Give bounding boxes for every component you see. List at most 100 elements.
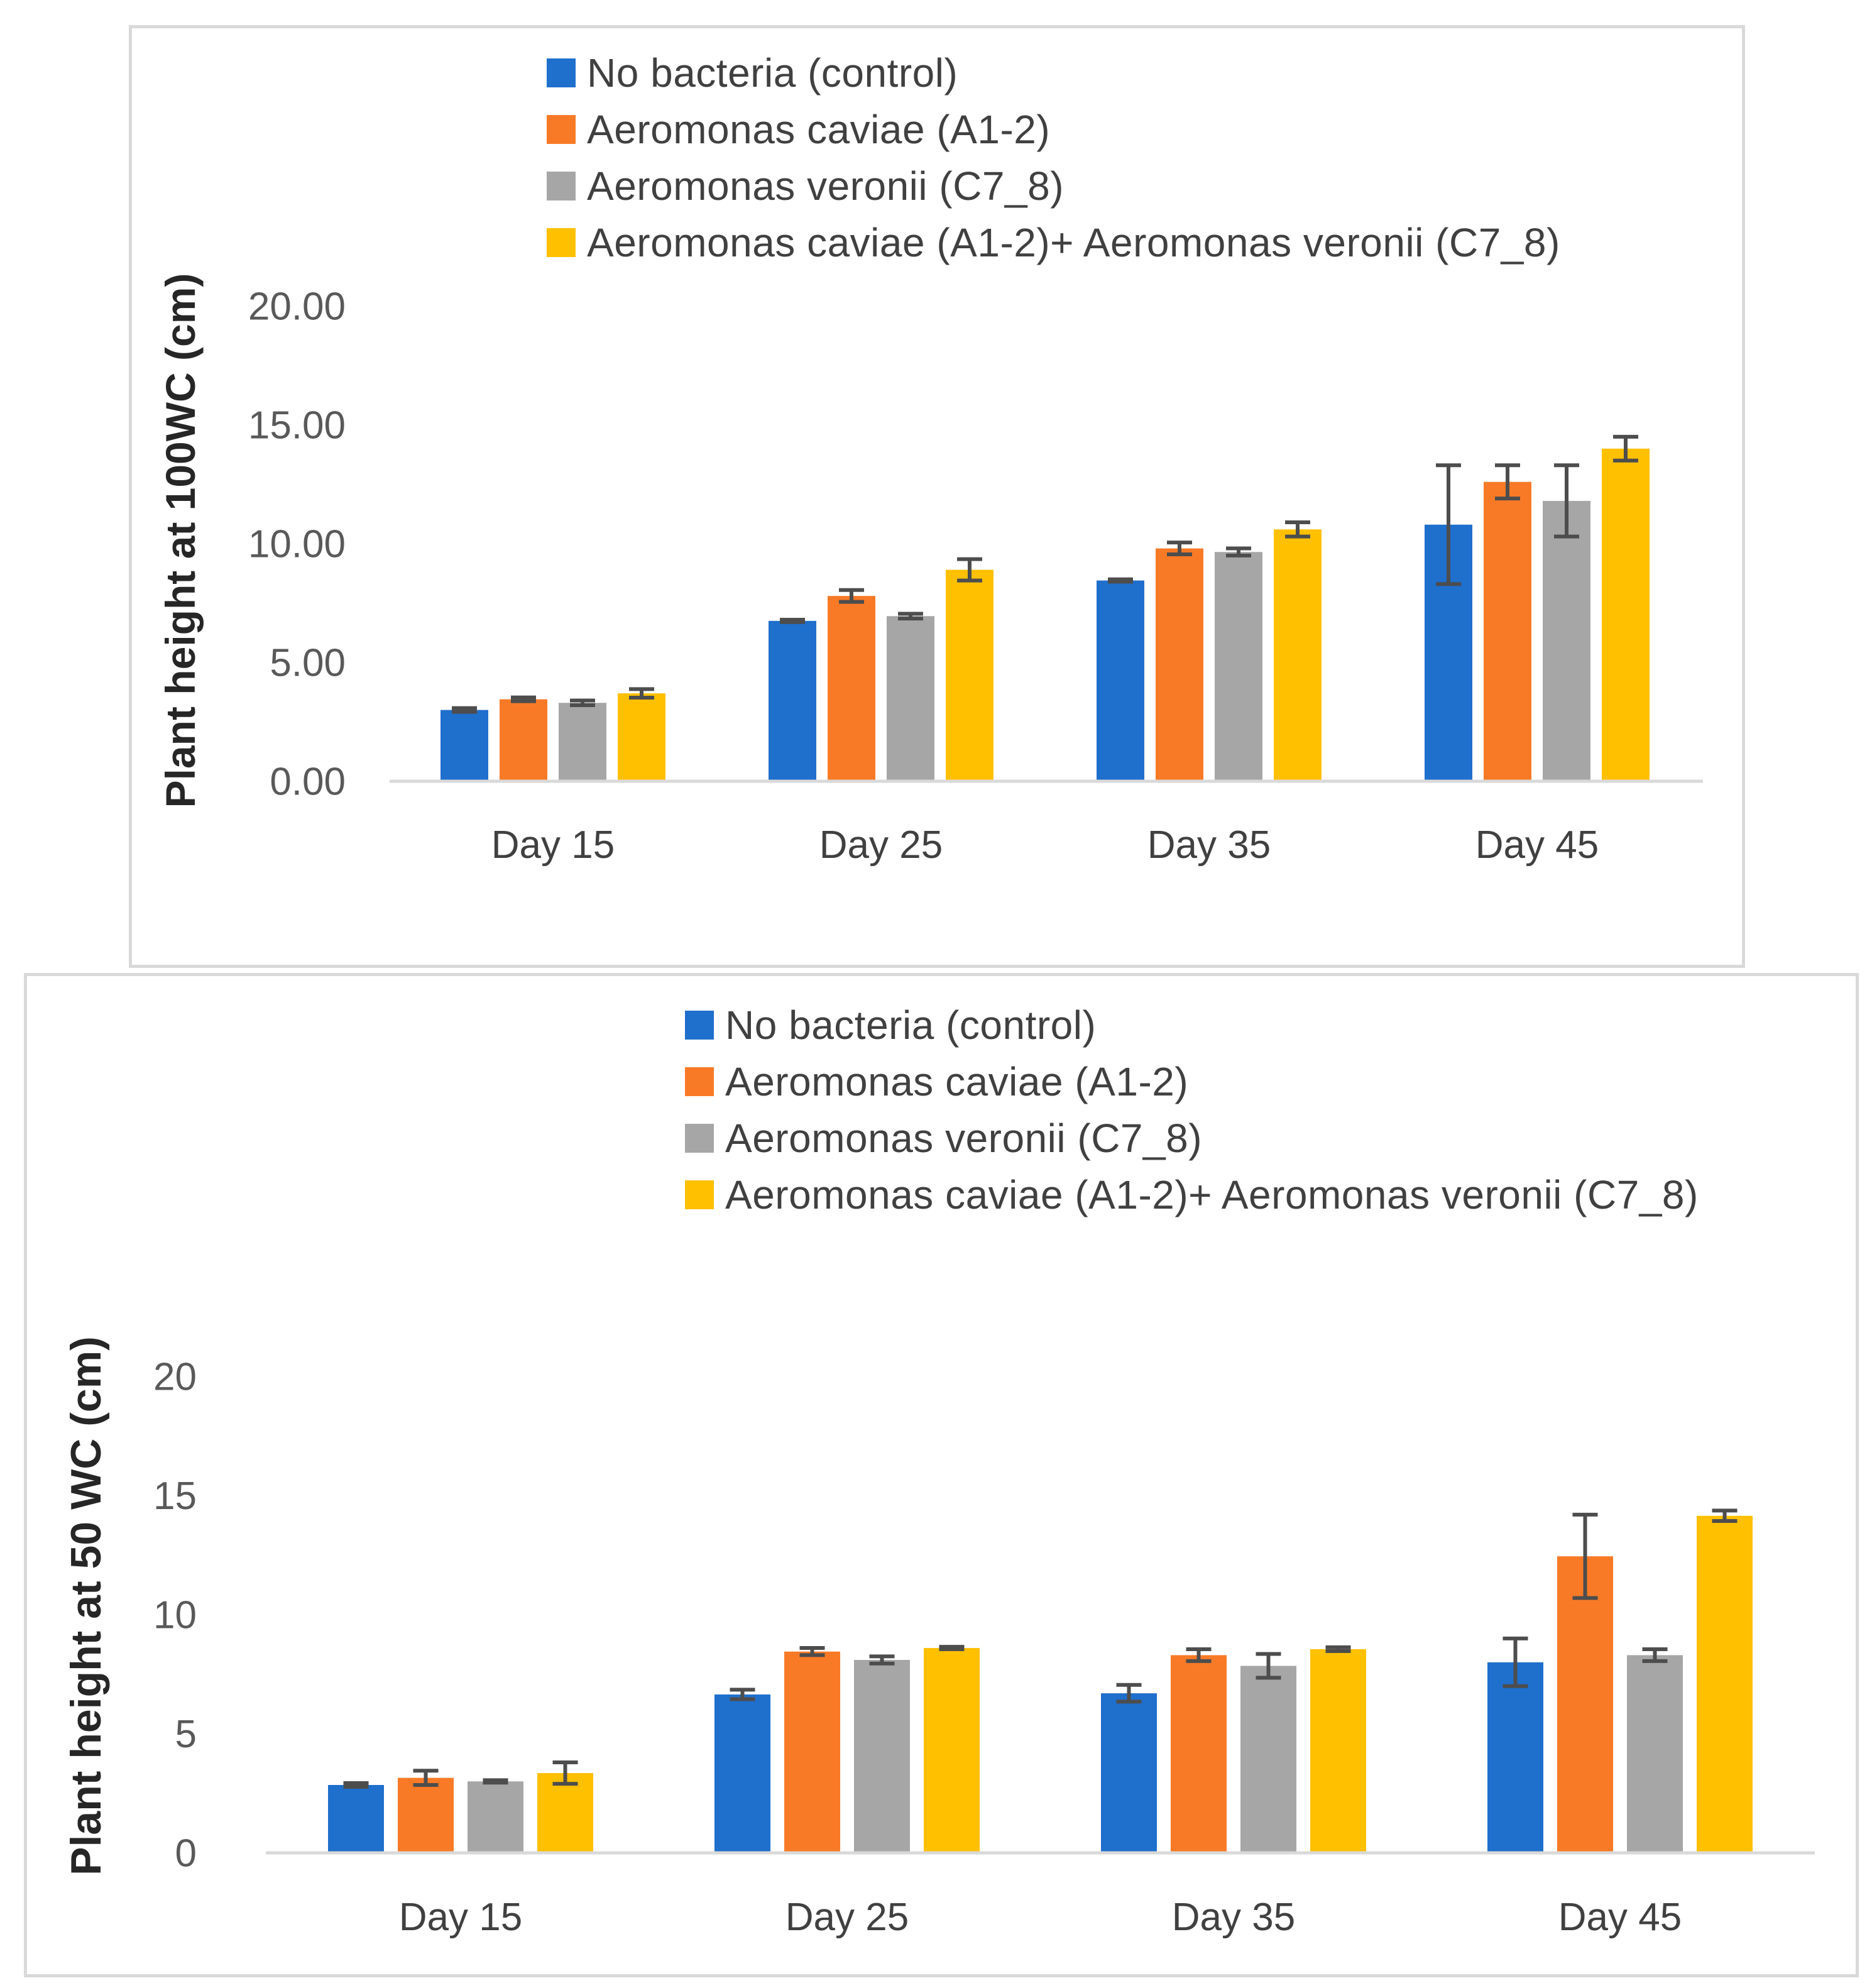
legend: No bacteria (control) Aeromonas caviae (… <box>547 45 1560 271</box>
error-bar <box>483 1778 508 1785</box>
error-bar <box>1116 1683 1142 1704</box>
bar-day-25-series-2 <box>828 596 875 781</box>
legend-label: Aeromonas caviae (A1-2) <box>587 107 1051 152</box>
legend-swatch-orange <box>547 115 576 144</box>
error-bar <box>511 695 536 703</box>
error-bar <box>839 588 864 604</box>
y-axis-title: Plant height at 100WC (cm) <box>157 273 204 808</box>
bar-day-45-series-2 <box>1484 481 1531 781</box>
error-bar <box>1436 463 1461 586</box>
bar-day-35-series-3 <box>1215 552 1262 781</box>
error-bar <box>939 1645 965 1651</box>
y-tick-label: 5.00 <box>270 642 346 685</box>
error-bar <box>1495 463 1520 501</box>
x-category-label: Day 45 <box>1558 1896 1682 1939</box>
error-bar <box>1572 1512 1598 1600</box>
error-bar <box>570 698 595 708</box>
legend-label: No bacteria (control) <box>725 1002 1097 1048</box>
bar-day-15-series-1 <box>441 710 488 781</box>
legend-swatch-blue <box>547 58 576 87</box>
bar-day-25-series-4 <box>924 1648 980 1853</box>
y-tick-label: 10 <box>153 1594 197 1637</box>
legend-item-veronii: Aeromonas veronii (C7_8) <box>685 1110 1699 1167</box>
legend-item-combined: Aeromonas caviae (A1-2)+ Aeromonas veron… <box>685 1167 1699 1223</box>
x-category-label: Day 35 <box>1172 1896 1295 1939</box>
legend-item-combined: Aeromonas caviae (A1-2)+ Aeromonas veron… <box>547 214 1560 271</box>
error-bar <box>730 1688 755 1701</box>
error-bar <box>1642 1647 1668 1663</box>
bar-day-45-series-4 <box>1602 448 1650 781</box>
error-bar <box>1285 520 1310 539</box>
bar-day-35-series-4 <box>1274 529 1322 781</box>
bar-day-15-series-2 <box>398 1777 454 1853</box>
error-bar <box>1325 1645 1351 1653</box>
bar-day-15-series-4 <box>537 1773 593 1853</box>
legend-item-control: No bacteria (control) <box>547 45 1560 101</box>
bar-day-25-series-4 <box>946 569 993 781</box>
legend-swatch-yellow <box>685 1180 714 1209</box>
x-category-label: Day 35 <box>1147 823 1271 867</box>
bar-day-15-series-1 <box>328 1784 384 1853</box>
error-bar <box>780 617 805 624</box>
error-bar <box>629 687 654 700</box>
x-category-label: Day 45 <box>1475 823 1599 867</box>
bar-day-35-series-1 <box>1101 1693 1157 1853</box>
y-tick-label: 0 <box>175 1832 197 1875</box>
legend-label: Aeromonas veronii (C7_8) <box>587 163 1064 209</box>
y-tick-label: 5 <box>175 1713 197 1756</box>
bar-day-45-series-3 <box>1627 1655 1683 1853</box>
error-bar <box>452 706 477 714</box>
y-tick-label: 15 <box>153 1475 197 1518</box>
y-tick-label: 0.00 <box>270 761 346 804</box>
legend-swatch-yellow <box>547 228 576 257</box>
legend-swatch-gray <box>685 1124 714 1153</box>
bar-day-15-series-2 <box>500 699 547 781</box>
error-bar <box>1503 1636 1528 1688</box>
legend-label: Aeromonas caviae (A1-2)+ Aeromonas veron… <box>725 1172 1699 1217</box>
y-tick-label: 20 <box>153 1356 197 1399</box>
x-category-label: Day 25 <box>785 1896 909 1939</box>
legend-item-caviae: Aeromonas caviae (A1-2) <box>547 101 1560 158</box>
legend-label: Aeromonas caviae (A1-2)+ Aeromonas veron… <box>587 220 1560 265</box>
bar-chart-50wc: 0 5 10 15 20 Day 15 Day 25 Day 35 Day 45 Plant he… <box>62 1336 1815 1939</box>
legend: No bacteria (control) Aeromonas caviae (… <box>685 997 1699 1223</box>
bar-day-45-series-3 <box>1543 500 1590 781</box>
bar-day-35-series-1 <box>1097 580 1144 781</box>
bar-day-25-series-3 <box>854 1660 910 1853</box>
bar-day-35-series-2 <box>1171 1655 1227 1853</box>
bar-day-15-series-4 <box>618 693 665 781</box>
error-bar <box>552 1760 578 1786</box>
legend-swatch-orange <box>685 1067 714 1096</box>
x-category-label: Day 15 <box>491 823 615 867</box>
bar-chart-100wc: 0.00 5.00 10.00 15.00 20.00 Day 15 Day 25 Day 3… <box>157 273 1703 867</box>
error-bar <box>898 612 923 621</box>
y-tick-label: 20.00 <box>248 285 346 329</box>
legend-swatch-gray <box>547 172 576 200</box>
chart-panel-50wc: No bacteria (control) Aeromonas caviae (… <box>24 973 1859 1977</box>
error-bar <box>957 557 982 583</box>
bar-day-25-series-2 <box>784 1651 840 1853</box>
x-category-label: Day 25 <box>819 823 943 867</box>
error-bar <box>1712 1508 1738 1524</box>
y-tick-label: 15.00 <box>248 404 346 448</box>
bar-day-35-series-3 <box>1240 1666 1296 1853</box>
x-category-label: Day 15 <box>399 1896 522 1939</box>
y-axis-title: Plant height at 50 WC (cm) <box>62 1336 110 1875</box>
legend-swatch-blue <box>685 1011 714 1040</box>
legend-label: Aeromonas caviae (A1-2) <box>725 1059 1189 1104</box>
legend-item-veronii: Aeromonas veronii (C7_8) <box>547 158 1560 214</box>
legend-label: No bacteria (control) <box>587 50 958 96</box>
bar-day-35-series-4 <box>1310 1649 1366 1853</box>
error-bar <box>1226 546 1251 557</box>
error-bar <box>1186 1647 1212 1663</box>
error-bar <box>869 1654 895 1666</box>
bar-day-15-series-3 <box>559 703 606 781</box>
bar-day-25-series-1 <box>714 1694 770 1853</box>
bar-day-25-series-3 <box>887 616 934 781</box>
error-bar <box>1613 434 1638 463</box>
error-bar <box>1256 1652 1281 1680</box>
error-bar <box>343 1781 369 1789</box>
y-tick-label: 10.00 <box>248 523 346 566</box>
bar-day-15-series-3 <box>468 1781 523 1853</box>
bar-day-45-series-4 <box>1697 1515 1753 1853</box>
